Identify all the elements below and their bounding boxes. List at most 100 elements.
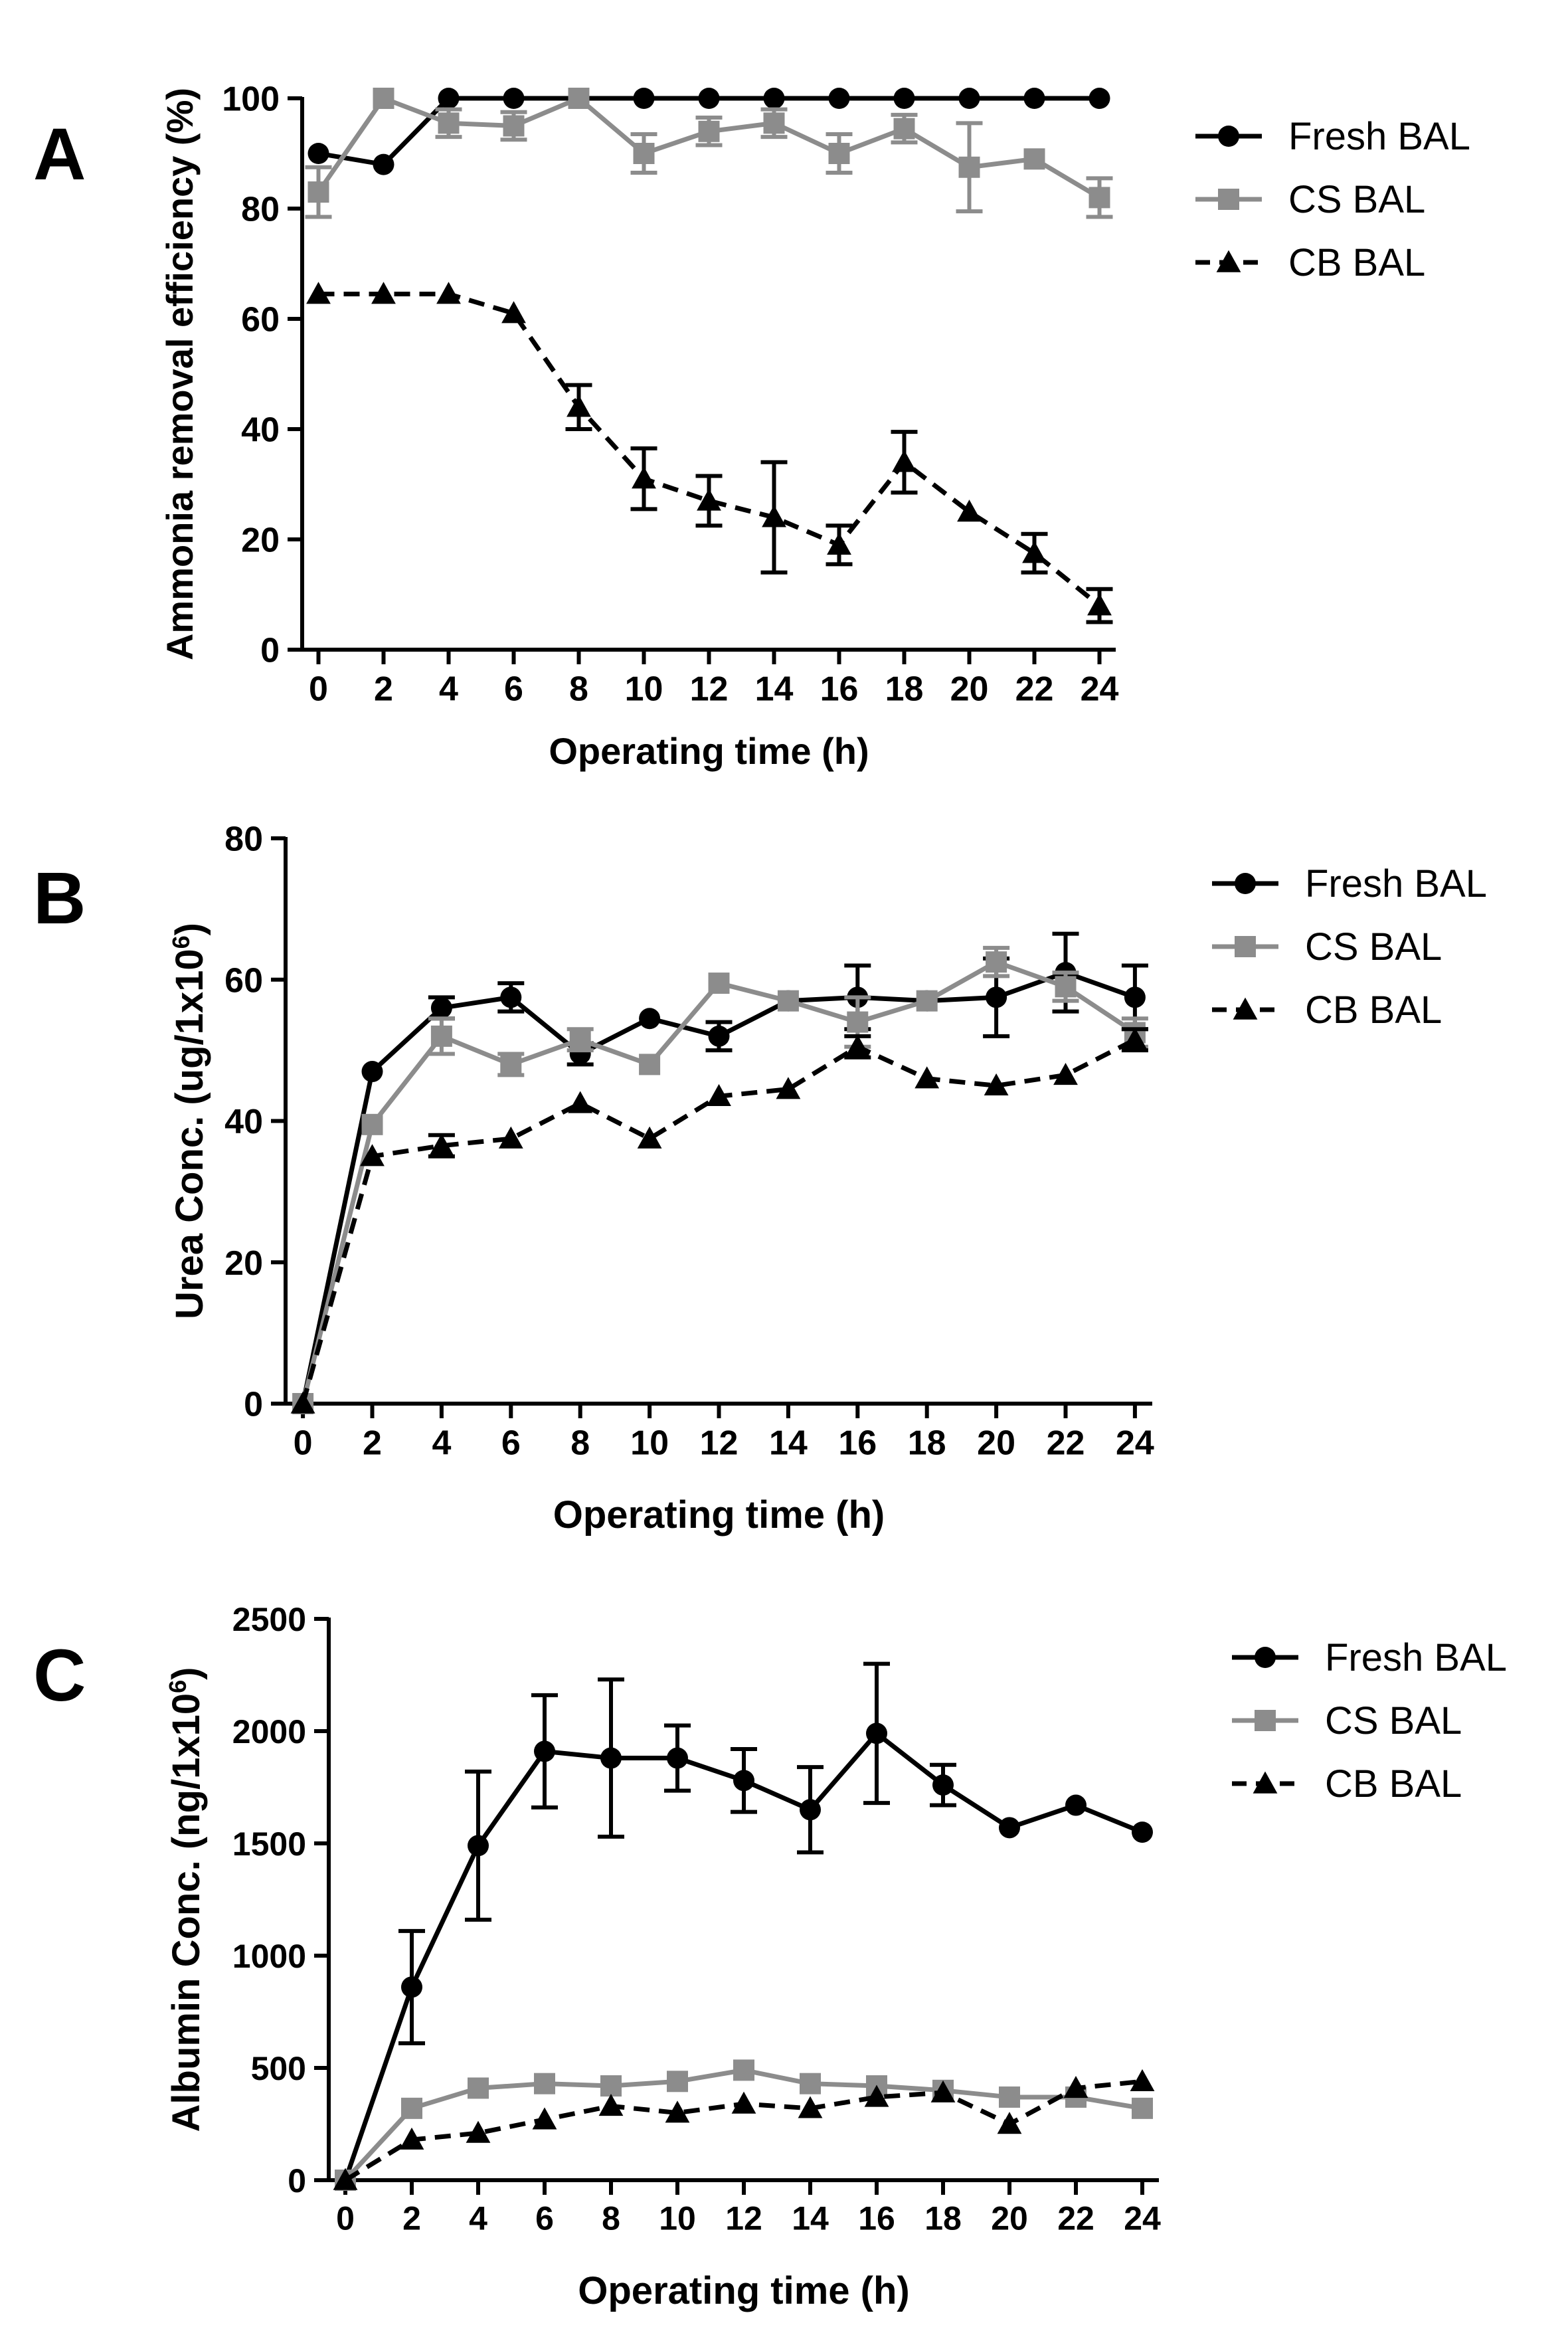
y-tick-label: 80 [241, 191, 280, 229]
data-point [600, 1747, 622, 1769]
data-point [1132, 2097, 1153, 2119]
data-point [632, 466, 656, 489]
x-tick-label: 10 [625, 670, 663, 709]
y-tick-label: 0 [244, 1386, 263, 1424]
data-point [373, 153, 394, 175]
data-point [798, 2096, 823, 2118]
data-point [763, 112, 785, 134]
x-tick-label: 14 [792, 2200, 829, 2237]
x-tick-label: 16 [858, 2200, 895, 2237]
legend-marker [1218, 189, 1239, 210]
series-line-cb-bal [318, 292, 1101, 608]
y-axis-title: Ammonia removal efficiency (%) [159, 88, 201, 660]
x-axis-title: Operating time (h) [549, 730, 869, 772]
panel-letter: C [33, 1635, 86, 1717]
data-point [708, 973, 730, 994]
x-tick-label: 4 [432, 1424, 451, 1463]
series-cb-bal [306, 282, 1113, 624]
data-point [957, 500, 982, 522]
x-tick-label: 8 [570, 1424, 590, 1463]
data-point [373, 88, 394, 109]
x-tick-label: 22 [1015, 670, 1054, 709]
data-point [307, 181, 329, 203]
data-point [532, 2107, 557, 2130]
legend-marker [1255, 1647, 1276, 1668]
x-tick-label: 20 [991, 2200, 1028, 2237]
y-axis-title-main: Albumin Conc. (ng/1x10 [165, 1693, 208, 2132]
data-point [633, 143, 655, 164]
x-tick-label: 24 [1116, 1424, 1154, 1463]
data-point [1089, 187, 1110, 209]
data-point [828, 143, 850, 164]
x-tick-label: 10 [630, 1424, 669, 1463]
y-tick-label: 40 [241, 411, 280, 450]
data-point [361, 1061, 383, 1083]
data-point [1023, 88, 1045, 109]
data-point [639, 1054, 661, 1075]
data-point [1089, 88, 1110, 109]
data-point [733, 2059, 754, 2081]
x-tick-label: 8 [569, 670, 588, 709]
x-tick-label: 4 [469, 2200, 487, 2237]
series-cs-bal [335, 2059, 1153, 2191]
x-tick-label: 12 [725, 2200, 762, 2237]
data-point [1065, 1794, 1087, 1816]
x-tick-label: 2 [363, 1424, 382, 1463]
legend-marker [1233, 997, 1258, 1020]
data-point [333, 2168, 358, 2190]
x-tick-label: 20 [950, 670, 989, 709]
data-point [1124, 986, 1146, 1008]
data-point [436, 282, 461, 304]
data-point [633, 88, 655, 109]
legend: Fresh BAL CS BAL CB BAL [1232, 1636, 1507, 1806]
legend-marker [1235, 873, 1256, 894]
data-point [534, 1740, 555, 1762]
legend-label: CS BAL [1325, 1699, 1462, 1742]
x-tick-label: 14 [755, 670, 794, 709]
x-tick-label: 0 [336, 2200, 355, 2237]
y-tick-label: 20 [241, 521, 280, 560]
x-tick-label: 8 [602, 2200, 620, 2237]
x-tick-label: 20 [977, 1424, 1015, 1463]
series-cb-bal [290, 1027, 1148, 1414]
y-axis-title-superscript: 6 [167, 935, 195, 949]
x-tick-label: 24 [1124, 2200, 1161, 2237]
data-point [438, 112, 460, 134]
y-tick-label: 2500 [232, 1601, 306, 1638]
legend-label: Fresh BAL [1325, 1636, 1507, 1679]
data-point [986, 986, 1007, 1008]
data-point [503, 115, 525, 137]
x-tick-label: 16 [820, 670, 859, 709]
x-tick-label: 6 [535, 2200, 554, 2237]
y-tick-label: 1500 [232, 1825, 306, 1863]
x-tick-label: 0 [294, 1424, 313, 1463]
data-point [708, 1025, 730, 1047]
data-point [930, 2080, 956, 2102]
data-point [997, 2112, 1022, 2134]
y-tick-label: 2000 [232, 1713, 306, 1750]
x-tick-label: 16 [838, 1424, 877, 1463]
data-point [892, 450, 916, 472]
y-axis-title-suffix: ) [165, 1667, 208, 1680]
data-point [762, 505, 786, 527]
y-tick-label: 40 [224, 1103, 263, 1141]
x-tick-label: 22 [1057, 2200, 1094, 2237]
data-point [707, 1083, 731, 1106]
data-point [698, 88, 720, 109]
x-tick-label: 2 [402, 2200, 421, 2237]
data-point [776, 1077, 801, 1099]
legend: Fresh BAL CS BAL CB BAL [1212, 862, 1487, 1032]
legend-marker [1255, 1710, 1276, 1731]
data-point [360, 1144, 385, 1166]
data-point [697, 488, 721, 511]
legend-label: CB BAL [1305, 988, 1442, 1032]
y-tick-label: 20 [224, 1244, 263, 1283]
data-point [429, 1133, 454, 1156]
y-axis-title: Albumin Conc. (ng/1x106) [164, 1667, 209, 2132]
y-tick-label: 0 [288, 2162, 306, 2199]
legend-marker [1216, 250, 1241, 272]
data-point [800, 2073, 821, 2094]
